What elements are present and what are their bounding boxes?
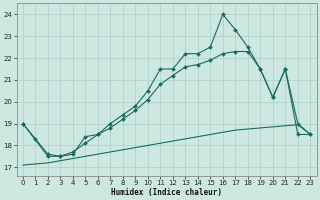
X-axis label: Humidex (Indice chaleur): Humidex (Indice chaleur) bbox=[111, 188, 222, 197]
